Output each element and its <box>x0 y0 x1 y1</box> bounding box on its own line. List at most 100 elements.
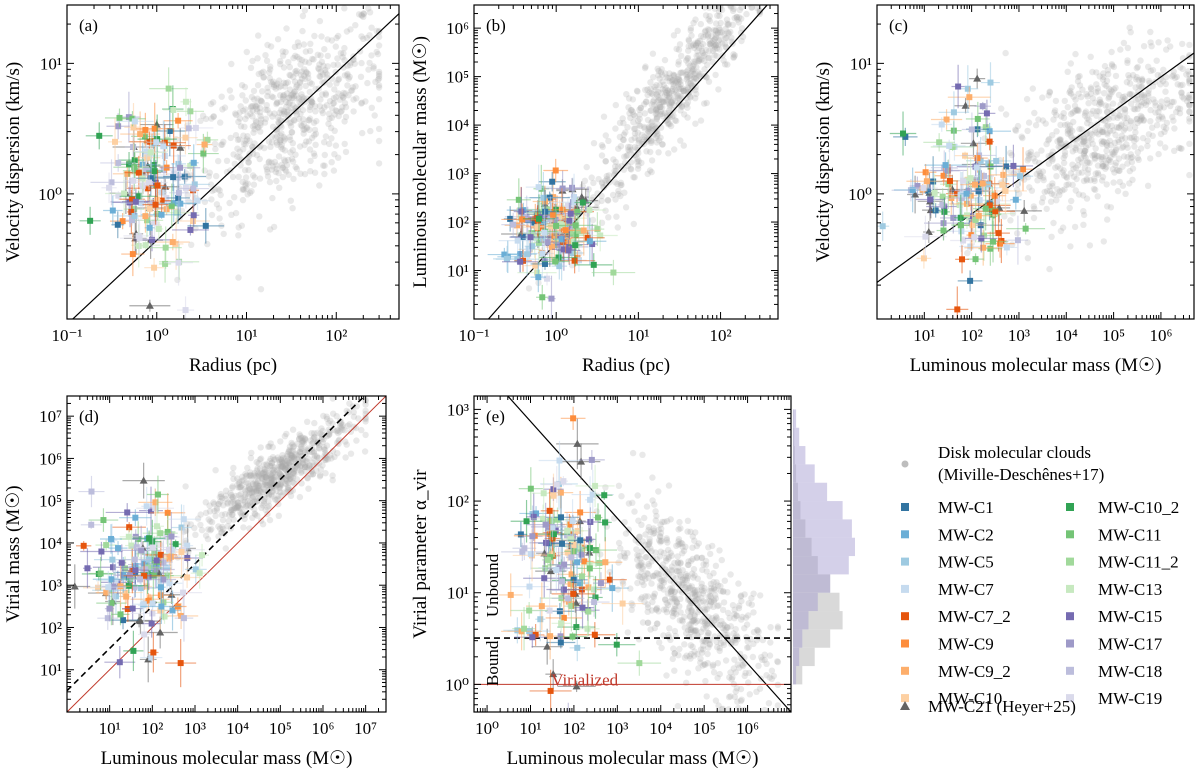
disk-cloud-point <box>1092 186 1099 193</box>
disk-cloud-point <box>1133 64 1141 72</box>
disk-cloud-point <box>1106 127 1114 135</box>
disk-cloud-point <box>289 90 297 97</box>
disk-cloud-point <box>215 501 223 508</box>
disk-cloud-point <box>729 21 736 28</box>
disk-cloud-point <box>285 59 292 66</box>
clump-point <box>1020 166 1027 173</box>
disk-cloud-point <box>299 434 306 441</box>
disk-cloud-point <box>236 115 244 122</box>
disk-cloud-point <box>302 48 310 55</box>
disk-cloud-point <box>1043 188 1051 195</box>
clump-point <box>135 242 142 249</box>
x-tick-label: 10⁻¹ <box>51 326 82 345</box>
disk-cloud-point <box>1032 122 1040 129</box>
disk-cloud-point <box>212 467 219 474</box>
clump-point <box>975 188 982 195</box>
disk-cloud-point <box>279 462 286 470</box>
disk-cloud-point <box>336 436 343 443</box>
disk-cloud-point <box>227 167 234 174</box>
disk-cloud-point <box>604 197 612 204</box>
disk-cloud-point <box>253 487 260 495</box>
disk-cloud-point <box>1035 116 1042 123</box>
disk-cloud-point <box>299 93 306 101</box>
clump-point <box>552 258 559 265</box>
disk-cloud-point <box>623 152 630 160</box>
disk-cloud-point <box>727 28 734 36</box>
disk-cloud-point <box>1050 116 1057 123</box>
clump-point <box>610 269 617 276</box>
disk-cloud-point <box>251 140 258 147</box>
disk-cloud-point <box>1076 82 1084 89</box>
clump-point <box>184 542 191 549</box>
disk-cloud-point <box>1060 114 1068 122</box>
disk-cloud-point <box>712 42 719 49</box>
disk-cloud-point <box>663 90 671 97</box>
disk-cloud-point <box>1158 72 1165 79</box>
disk-cloud-point <box>1089 152 1096 159</box>
clump-point <box>959 256 966 263</box>
disk-cloud-point <box>286 133 293 141</box>
disk-cloud-point <box>240 477 247 484</box>
clump-point <box>148 507 155 514</box>
disk-cloud-point <box>1046 183 1053 190</box>
disk-cloud-point <box>1002 49 1009 57</box>
disk-cloud-point <box>368 104 375 112</box>
disk-cloud-point <box>232 505 239 512</box>
clump-point <box>204 136 211 143</box>
disk-cloud-point <box>340 50 347 57</box>
disk-cloud-point <box>629 96 637 103</box>
disk-cloud-point <box>1025 150 1032 157</box>
disk-cloud-point <box>1159 78 1167 85</box>
disk-cloud-point <box>303 95 310 102</box>
disk-cloud-point <box>305 74 312 81</box>
disk-cloud-point <box>706 41 713 48</box>
disk-cloud-point <box>1085 116 1093 124</box>
disk-cloud-point <box>662 70 669 77</box>
disk-cloud-point <box>271 456 278 463</box>
disk-cloud-point <box>241 486 248 493</box>
disk-cloud-point <box>254 479 261 486</box>
disk-cloud-point <box>328 75 336 82</box>
disk-cloud-point <box>1065 181 1072 188</box>
disk-cloud-point <box>701 100 708 107</box>
disk-cloud-point <box>288 129 295 136</box>
disk-cloud-point <box>1088 85 1095 93</box>
disk-cloud-point <box>690 19 697 27</box>
disk-cloud-point <box>270 94 277 101</box>
disk-cloud-point <box>267 66 274 73</box>
disk-cloud-point <box>375 68 383 76</box>
disk-cloud-point <box>1119 93 1127 101</box>
disk-cloud-point <box>733 13 740 21</box>
clump-point <box>558 236 565 243</box>
disk-cloud-point <box>683 57 690 64</box>
disk-cloud-point <box>1095 88 1102 95</box>
disk-cloud-point <box>255 482 262 490</box>
disk-cloud-point <box>345 75 352 82</box>
disk-cloud-point <box>664 87 671 94</box>
disk-cloud-point <box>1078 141 1086 148</box>
disk-cloud-point <box>693 63 700 71</box>
disk-cloud-point <box>1120 39 1128 47</box>
disk-cloud-point <box>237 490 245 498</box>
disk-cloud-point <box>356 48 364 55</box>
disk-cloud-point <box>705 78 713 85</box>
disk-cloud-point <box>1121 106 1129 113</box>
disk-cloud-point <box>1110 86 1118 93</box>
disk-cloud-point <box>1149 124 1156 131</box>
clump-point <box>149 544 156 551</box>
disk-cloud-point <box>1061 121 1069 129</box>
disk-cloud-point <box>1126 125 1133 132</box>
disk-cloud-point <box>697 117 705 124</box>
disk-cloud-point <box>677 137 684 144</box>
disk-cloud-point <box>273 487 280 494</box>
disk-cloud-point <box>1147 67 1155 75</box>
clump-point <box>141 572 148 579</box>
disk-cloud-point <box>1096 73 1103 80</box>
disk-cloud-point <box>241 498 248 505</box>
clump-point <box>190 212 197 219</box>
disk-cloud-point <box>352 424 360 432</box>
disk-cloud-point <box>1030 214 1038 222</box>
disk-cloud-point <box>289 147 296 154</box>
disk-cloud-point <box>1129 165 1137 172</box>
